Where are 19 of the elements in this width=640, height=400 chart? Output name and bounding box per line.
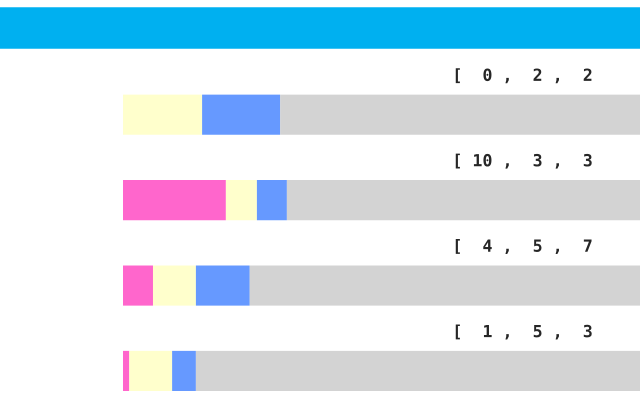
bar — [196, 265, 250, 306]
bar — [123, 94, 202, 135]
bar — [202, 94, 280, 135]
bar — [196, 350, 640, 392]
annotation: [ 10 , 3 , 3 — [456, 154, 592, 169]
bar — [152, 265, 196, 306]
annotation: [ 1 , 5 , 3 — [456, 324, 592, 340]
bar — [280, 94, 640, 135]
bar — [256, 180, 287, 220]
bar — [129, 350, 172, 392]
bar — [123, 350, 130, 392]
bar — [250, 265, 640, 306]
bar — [123, 180, 226, 220]
bar — [286, 180, 640, 220]
bar — [226, 180, 257, 220]
bar — [172, 350, 196, 392]
annotation: [ 4 , 5 , 7 — [456, 239, 592, 254]
annotation: [ 0 , 2 , 2 — [456, 68, 592, 84]
bar — [123, 265, 153, 306]
